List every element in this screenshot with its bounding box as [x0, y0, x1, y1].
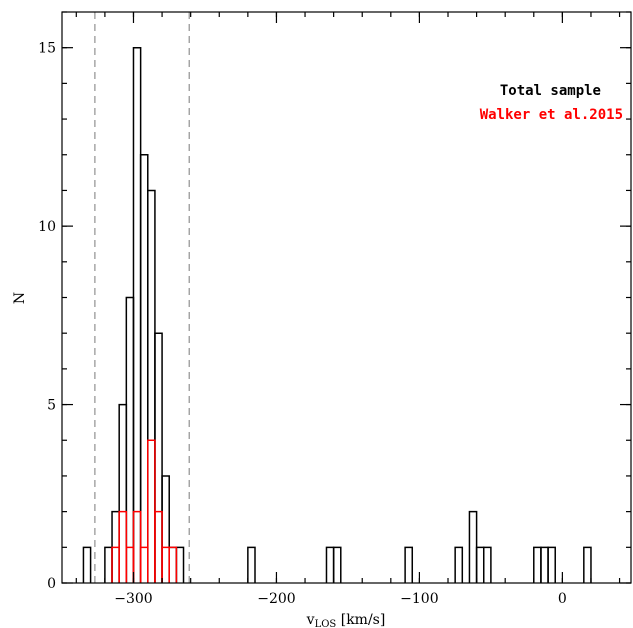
histogram-bar: [482, 546, 492, 583]
axis-ticks: [62, 11, 631, 584]
histogram-bar: [118, 510, 128, 583]
histogram-bar: [404, 546, 414, 583]
histogram-bar: [332, 546, 342, 583]
histogram-bar: [154, 510, 163, 583]
x-tick-label: −200: [257, 591, 295, 607]
y-tick-label: 0: [47, 576, 56, 592]
histogram-bar: [147, 189, 156, 583]
histogram-bar: [154, 332, 163, 583]
series-total-sample: [82, 46, 592, 583]
x-axis-title-unit: [km/s]: [336, 612, 385, 628]
histogram-bar: [468, 510, 478, 583]
histogram-bar: [583, 546, 592, 583]
legend-total-sample: Total sample: [500, 83, 601, 99]
histogram-bar: [247, 546, 256, 583]
histogram-bar: [132, 46, 142, 583]
histogram-bar: [125, 296, 135, 583]
histogram-bins: [82, 46, 592, 583]
histogram-bar: [139, 546, 149, 583]
histogram-bar: [533, 546, 542, 583]
histogram-bar: [82, 546, 92, 583]
histogram-bar: [175, 546, 185, 583]
histogram-bar: [540, 546, 549, 583]
x-axis-title-main: v: [306, 612, 315, 628]
histogram-bar: [168, 546, 178, 583]
y-tick-label: 10: [38, 219, 56, 235]
histogram-bar: [139, 154, 149, 583]
histogram-bar: [325, 546, 335, 583]
histogram-bar: [547, 546, 556, 583]
x-axis-title-subscript: LOS: [315, 619, 337, 628]
histogram-bar: [147, 439, 156, 583]
x-tick-label: −300: [114, 591, 152, 607]
x-tick-label: −100: [400, 591, 438, 607]
histogram-bar: [132, 510, 142, 583]
series-walker-2015: [111, 439, 178, 583]
histogram-bar: [111, 546, 120, 583]
histogram-bar: [475, 546, 485, 583]
tick-labels: −300 −200 −100 0 0 5 10 15: [38, 41, 567, 607]
reference-lines: [94, 12, 190, 583]
y-axis-title: N: [12, 292, 28, 304]
histogram-bar: [161, 475, 170, 583]
histogram-bar: [168, 546, 178, 583]
y-tick-label: 5: [47, 398, 56, 414]
histogram-bar: [161, 546, 170, 583]
y-tick-label: 15: [38, 41, 56, 57]
histogram-bar: [104, 546, 113, 583]
x-tick-label: 0: [558, 591, 567, 607]
x-axis-title: vLOS [km/s]: [306, 612, 386, 628]
histogram-bar: [118, 403, 128, 583]
legend-walker: Walker et al.2015: [480, 107, 623, 123]
histogram-bar: [125, 546, 135, 583]
histogram-bar: [454, 546, 464, 583]
